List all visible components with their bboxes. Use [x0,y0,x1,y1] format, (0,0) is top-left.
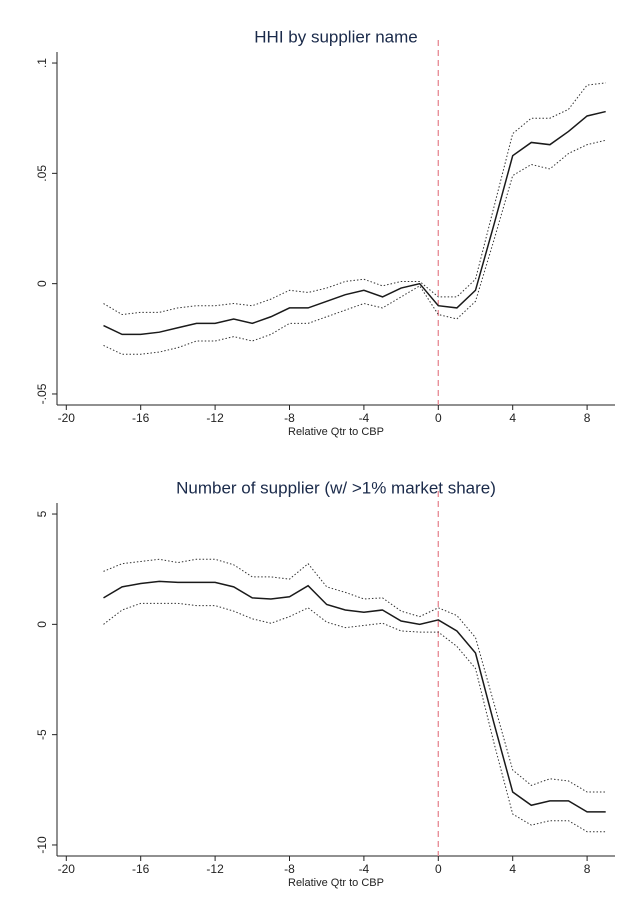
y-tick-label: -10 [35,836,49,854]
series-line [103,139,606,355]
x-tick-label: -20 [58,411,76,425]
y-tick-label: 0 [35,280,49,287]
x-tick-label: 8 [584,862,591,876]
x-tick-label: -12 [206,411,224,425]
series-line [103,82,606,316]
x-tick-label: -12 [206,862,224,876]
x-tick-label: 4 [509,862,516,876]
chart: HHI by supplier name -.05 0 .05 .1 -20 -16 -12 -… [35,27,615,438]
chart-title: Number of supplier (w/ >1% market share) [176,478,496,497]
x-tick-label: 0 [435,411,442,425]
x-tick-label: -16 [132,411,150,425]
x-axis-label: Relative Qtr to CBP [288,426,384,438]
y-tick-label: 5 [35,510,49,517]
y-tick-label: .05 [35,165,49,182]
x-axis-label: Relative Qtr to CBP [288,877,384,889]
chart-title: HHI by supplier name [254,27,417,46]
x-tick-label: -4 [359,862,370,876]
x-tick-label: -8 [284,862,295,876]
x-tick-label: 4 [509,411,516,425]
x-tick-label: 0 [435,862,442,876]
y-tick-label: 0 [35,621,49,628]
y-tick-label: .1 [35,58,49,68]
y-tick-label: -.05 [35,383,49,404]
series-line [103,558,606,793]
x-tick-label: 8 [584,411,591,425]
y-tick-label: -5 [35,729,49,740]
series-line [103,110,606,336]
x-tick-label: -16 [132,862,150,876]
x-tick-label: -8 [284,411,295,425]
x-tick-label: -20 [58,862,76,876]
x-tick-label: -4 [359,411,370,425]
chart: Number of supplier (w/ >1% market share)… [35,478,615,889]
series-line [103,602,606,833]
series-line [103,580,606,813]
